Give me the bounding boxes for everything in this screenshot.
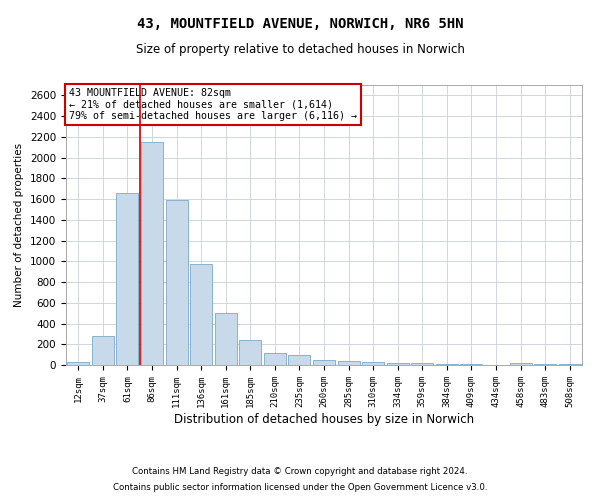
X-axis label: Distribution of detached houses by size in Norwich: Distribution of detached houses by size … bbox=[174, 412, 474, 426]
Bar bbox=[559, 364, 581, 365]
Bar bbox=[92, 336, 114, 365]
Bar bbox=[67, 362, 89, 365]
Bar bbox=[509, 364, 532, 365]
Bar bbox=[338, 361, 359, 365]
Bar bbox=[141, 142, 163, 365]
Bar bbox=[215, 313, 237, 365]
Bar bbox=[534, 364, 556, 365]
Text: Contains public sector information licensed under the Open Government Licence v3: Contains public sector information licen… bbox=[113, 484, 487, 492]
Bar bbox=[190, 264, 212, 365]
Bar bbox=[239, 340, 262, 365]
Bar bbox=[460, 364, 482, 365]
Bar bbox=[116, 193, 139, 365]
Y-axis label: Number of detached properties: Number of detached properties bbox=[14, 143, 25, 307]
Bar bbox=[166, 200, 188, 365]
Text: Size of property relative to detached houses in Norwich: Size of property relative to detached ho… bbox=[136, 42, 464, 56]
Bar bbox=[411, 364, 433, 365]
Bar bbox=[386, 363, 409, 365]
Bar bbox=[362, 362, 384, 365]
Bar bbox=[289, 355, 310, 365]
Text: Contains HM Land Registry data © Crown copyright and database right 2024.: Contains HM Land Registry data © Crown c… bbox=[132, 467, 468, 476]
Text: 43, MOUNTFIELD AVENUE, NORWICH, NR6 5HN: 43, MOUNTFIELD AVENUE, NORWICH, NR6 5HN bbox=[137, 18, 463, 32]
Text: 43 MOUNTFIELD AVENUE: 82sqm
← 21% of detached houses are smaller (1,614)
79% of : 43 MOUNTFIELD AVENUE: 82sqm ← 21% of det… bbox=[68, 88, 356, 121]
Bar bbox=[313, 360, 335, 365]
Bar bbox=[264, 352, 286, 365]
Bar bbox=[436, 364, 458, 365]
